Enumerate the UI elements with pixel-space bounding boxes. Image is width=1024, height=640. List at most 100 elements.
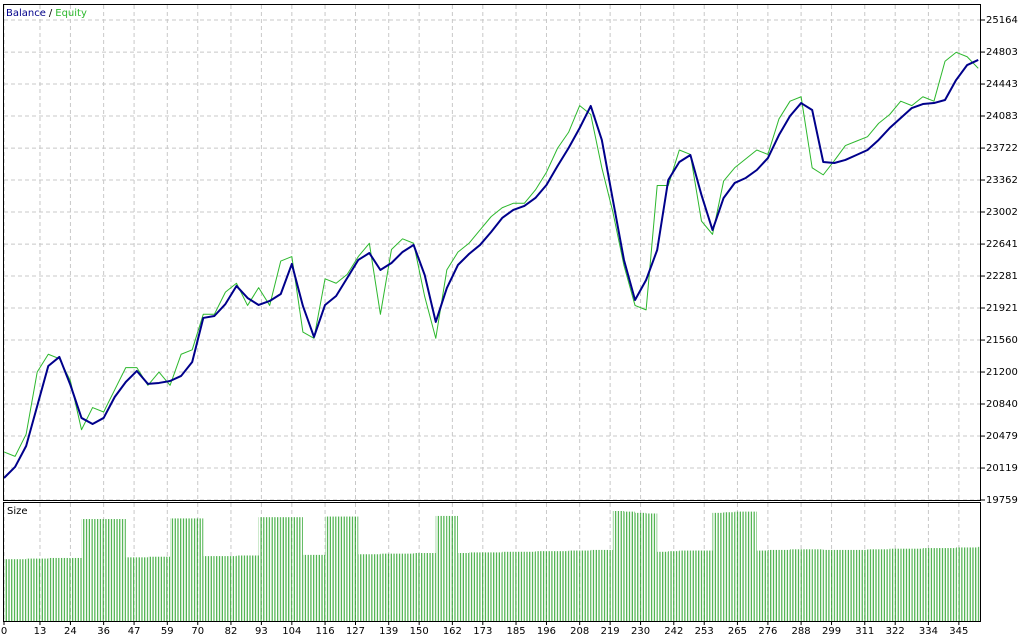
size-bar: [313, 554, 326, 621]
y-tick-label: 24803: [986, 47, 1018, 58]
size-bar: [70, 557, 82, 621]
y-tick-label: 24443: [986, 79, 1018, 90]
size-bar: [767, 549, 779, 621]
size-bar: [491, 552, 503, 621]
size-bar: [778, 549, 791, 621]
x-tick-label: 59: [161, 626, 174, 637]
y-tick-label: 25164: [986, 15, 1018, 26]
x-tick-label: 162: [443, 626, 462, 637]
legend-equity: Equity: [55, 8, 87, 19]
x-tick-label: 265: [728, 626, 747, 637]
x-tick-label: 322: [886, 626, 905, 637]
x-tick-label: 0: [1, 626, 7, 637]
size-bar: [945, 548, 957, 621]
size-bar: [590, 549, 602, 621]
size-bar: [347, 516, 359, 621]
size-bar: [391, 553, 403, 621]
size-bar: [834, 549, 846, 621]
size-bar: [291, 517, 303, 621]
size-bar: [147, 556, 159, 621]
x-tick-label: 185: [506, 626, 525, 637]
size-bar: [15, 559, 27, 621]
x-tick-label: 24: [64, 626, 77, 637]
size-bar: [790, 549, 802, 621]
size-bar: [502, 551, 514, 621]
x-tick-label: 196: [537, 626, 556, 637]
size-bar: [557, 551, 569, 621]
size-bar: [900, 548, 912, 621]
size-bar: [568, 550, 580, 621]
size-bar: [524, 551, 536, 621]
x-tick-label: 127: [346, 626, 365, 637]
size-bar: [657, 551, 669, 621]
size-bar: [170, 518, 182, 621]
size-bar: [81, 519, 93, 621]
x-tick-label: 276: [758, 626, 777, 637]
size-bar: [136, 557, 148, 621]
size-bar: [446, 515, 458, 621]
size-bar: [911, 548, 923, 621]
size-bar: [181, 518, 193, 621]
legend-separator: /: [49, 8, 53, 19]
size-bar: [369, 554, 381, 621]
size-bar: [325, 516, 337, 621]
size-bar: [336, 516, 348, 621]
size-bar: [801, 549, 813, 621]
size-bar: [956, 547, 968, 621]
size-bar: [158, 556, 171, 621]
size-panel-title: Size: [7, 506, 28, 517]
y-tick-label: 22281: [986, 271, 1018, 282]
balance-line: [3, 59, 979, 479]
size-bar: [92, 519, 104, 621]
x-tick-label: 242: [664, 626, 683, 637]
x-tick-label: 82: [225, 626, 238, 637]
size-bar: [192, 518, 204, 621]
size-panel-frame: [3, 502, 981, 622]
x-tick-label: 104: [282, 626, 301, 637]
size-bar: [623, 511, 636, 621]
x-tick-label: 288: [792, 626, 811, 637]
size-bar: [812, 549, 824, 621]
size-bar: [380, 553, 392, 621]
size-bar: [745, 511, 757, 621]
size-bar: [225, 556, 237, 621]
size-bar: [48, 557, 60, 621]
size-bar: [712, 512, 724, 621]
size-bar: [125, 557, 137, 621]
x-tick-label: 150: [410, 626, 429, 637]
x-tick-label: 253: [695, 626, 714, 637]
y-tick-label: 21200: [986, 367, 1018, 378]
x-tick-label: 219: [601, 626, 620, 637]
size-bar: [646, 513, 658, 621]
size-bar: [203, 556, 215, 621]
size-bar: [546, 551, 558, 621]
size-bar: [513, 551, 525, 621]
size-bar: [579, 550, 591, 621]
x-tick-label: 311: [855, 626, 874, 637]
size-bar: [878, 549, 890, 621]
y-tick-label: 23362: [986, 175, 1018, 186]
x-tick-label: 116: [316, 626, 335, 637]
x-tick-label: 208: [570, 626, 589, 637]
size-bar: [845, 549, 857, 621]
legend: Balance / Equity: [6, 8, 87, 19]
y-tick-label: 19759: [986, 495, 1018, 506]
x-tick-label: 334: [919, 626, 938, 637]
size-bar: [635, 512, 647, 621]
size-bar: [690, 550, 702, 621]
x-tick-label: 230: [631, 626, 650, 637]
size-bar: [402, 553, 414, 621]
size-bar: [103, 519, 115, 621]
size-bar: [967, 547, 979, 621]
size-bar: [258, 517, 270, 621]
size-bar: [280, 517, 292, 621]
grid-layer: [3, 5, 981, 621]
size-bar: [269, 517, 281, 621]
size-bar: [26, 558, 38, 621]
size-bar: [247, 555, 259, 621]
size-bar: [856, 549, 868, 621]
x-tick-label: 47: [128, 626, 141, 637]
size-bar: [424, 553, 436, 621]
size-bar: [922, 548, 934, 621]
size-bar: [59, 557, 71, 621]
